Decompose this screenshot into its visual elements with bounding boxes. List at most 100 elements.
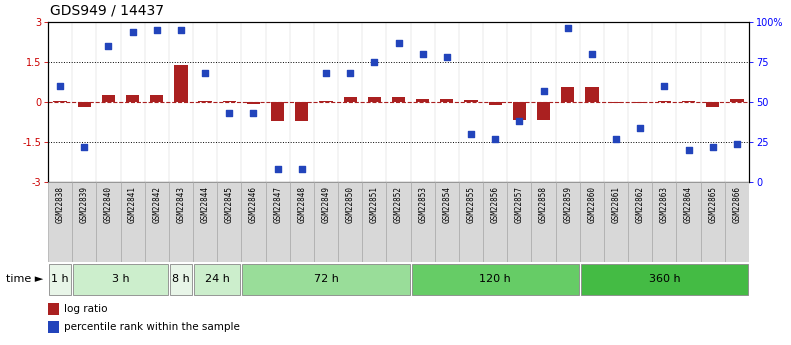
Text: GSM22845: GSM22845 bbox=[225, 186, 234, 223]
Bar bbox=[168, 182, 193, 262]
Bar bbox=[580, 182, 604, 262]
Bar bbox=[194, 264, 240, 295]
Bar bbox=[170, 264, 192, 295]
Bar bbox=[658, 101, 671, 102]
Bar bbox=[145, 182, 168, 262]
Text: 120 h: 120 h bbox=[479, 275, 511, 285]
Bar bbox=[532, 182, 555, 262]
Bar bbox=[392, 97, 405, 102]
Text: time ►: time ► bbox=[6, 275, 43, 285]
Bar bbox=[150, 95, 164, 102]
Bar bbox=[266, 182, 290, 262]
Bar bbox=[730, 99, 744, 102]
Text: GSM22844: GSM22844 bbox=[201, 186, 210, 223]
Bar bbox=[126, 95, 139, 102]
Text: 72 h: 72 h bbox=[313, 275, 339, 285]
Text: GSM22863: GSM22863 bbox=[660, 186, 669, 223]
Text: GSM22860: GSM22860 bbox=[588, 186, 596, 223]
Bar bbox=[682, 101, 695, 102]
Text: GSM22865: GSM22865 bbox=[708, 186, 717, 223]
Text: GSM22866: GSM22866 bbox=[732, 186, 741, 223]
Point bbox=[223, 110, 236, 116]
Bar bbox=[247, 102, 260, 104]
Bar bbox=[441, 99, 453, 102]
Bar bbox=[628, 182, 653, 262]
Bar bbox=[561, 87, 574, 102]
Bar bbox=[320, 101, 333, 102]
Text: 8 h: 8 h bbox=[172, 275, 190, 285]
Bar bbox=[48, 321, 59, 333]
Bar bbox=[338, 182, 362, 262]
Bar bbox=[459, 182, 483, 262]
Text: GSM22849: GSM22849 bbox=[321, 186, 331, 223]
Bar bbox=[199, 101, 212, 102]
Bar bbox=[97, 182, 120, 262]
Point bbox=[731, 141, 744, 146]
Text: GSM22841: GSM22841 bbox=[128, 186, 137, 223]
Text: GSM22858: GSM22858 bbox=[539, 186, 548, 223]
Bar bbox=[634, 102, 647, 103]
Point bbox=[537, 88, 550, 93]
Bar bbox=[604, 182, 628, 262]
Text: GSM22840: GSM22840 bbox=[104, 186, 113, 223]
Bar bbox=[49, 264, 71, 295]
Bar bbox=[725, 182, 749, 262]
Bar bbox=[78, 102, 91, 107]
Bar bbox=[464, 100, 478, 102]
Text: GSM22846: GSM22846 bbox=[249, 186, 258, 223]
Text: 3 h: 3 h bbox=[112, 275, 130, 285]
Bar bbox=[290, 182, 314, 262]
Bar bbox=[537, 102, 551, 120]
Point bbox=[441, 55, 453, 60]
Text: GSM22857: GSM22857 bbox=[515, 186, 524, 223]
Point bbox=[102, 43, 115, 49]
Point bbox=[585, 51, 598, 57]
Point bbox=[150, 27, 163, 33]
Point bbox=[706, 144, 719, 150]
Point bbox=[296, 166, 308, 172]
Point bbox=[199, 70, 211, 76]
Point bbox=[416, 51, 429, 57]
Point bbox=[78, 144, 91, 150]
Bar bbox=[48, 182, 72, 262]
Bar bbox=[120, 182, 145, 262]
Bar bbox=[218, 182, 241, 262]
Text: percentile rank within the sample: percentile rank within the sample bbox=[64, 322, 240, 332]
Bar bbox=[676, 182, 701, 262]
Point bbox=[683, 147, 695, 153]
Bar bbox=[271, 102, 284, 121]
Text: GSM22854: GSM22854 bbox=[442, 186, 452, 223]
Text: 24 h: 24 h bbox=[205, 275, 229, 285]
Point bbox=[489, 136, 501, 141]
Bar bbox=[362, 182, 387, 262]
Bar bbox=[416, 99, 430, 102]
Text: GSM22851: GSM22851 bbox=[370, 186, 379, 223]
Point bbox=[513, 118, 526, 124]
Bar bbox=[555, 182, 580, 262]
Bar bbox=[706, 102, 719, 107]
Point bbox=[392, 40, 405, 46]
Bar bbox=[295, 102, 308, 121]
Bar bbox=[48, 303, 59, 315]
Bar bbox=[581, 264, 748, 295]
Text: GSM22848: GSM22848 bbox=[297, 186, 306, 223]
Bar bbox=[701, 182, 725, 262]
Bar bbox=[54, 101, 66, 102]
Text: 1 h: 1 h bbox=[51, 275, 69, 285]
Point bbox=[344, 70, 357, 76]
Bar bbox=[193, 182, 218, 262]
Text: GSM22862: GSM22862 bbox=[636, 186, 645, 223]
Bar bbox=[609, 102, 623, 103]
Bar bbox=[102, 95, 115, 102]
Bar bbox=[343, 97, 357, 102]
Text: GSM22847: GSM22847 bbox=[273, 186, 282, 223]
Text: log ratio: log ratio bbox=[64, 304, 108, 314]
Bar bbox=[222, 101, 236, 102]
Text: GSM22853: GSM22853 bbox=[418, 186, 427, 223]
Point bbox=[658, 83, 671, 89]
Bar bbox=[368, 97, 381, 102]
Text: GSM22852: GSM22852 bbox=[394, 186, 403, 223]
Point bbox=[271, 166, 284, 172]
Point bbox=[464, 131, 477, 137]
Text: 360 h: 360 h bbox=[649, 275, 680, 285]
